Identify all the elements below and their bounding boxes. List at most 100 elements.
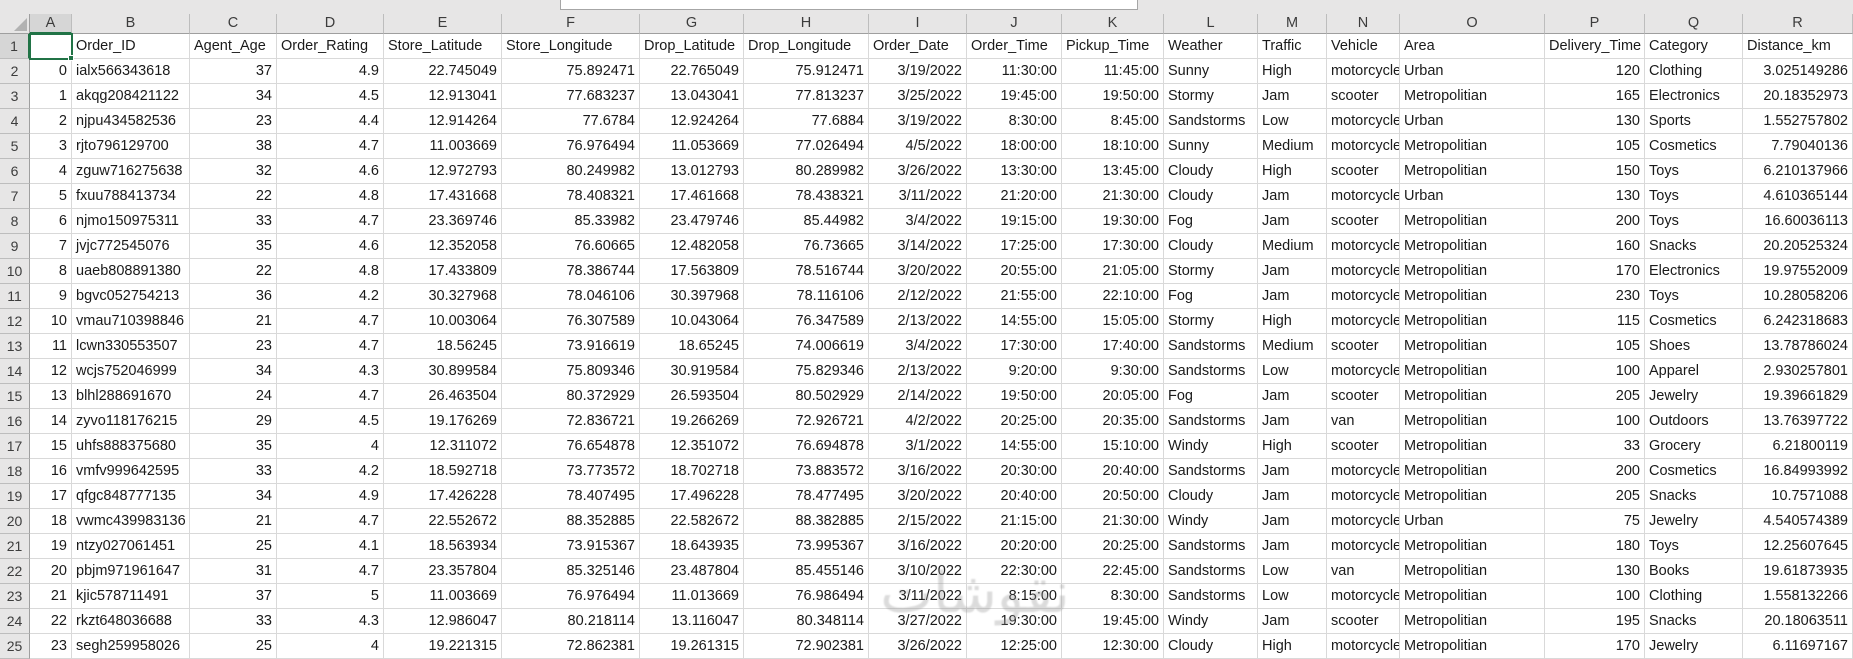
cell[interactable]: 13.043041 — [640, 84, 744, 109]
cell[interactable]: 130 — [1545, 184, 1645, 209]
cell[interactable]: 8:45:00 — [1062, 109, 1164, 134]
cell[interactable]: 105 — [1545, 134, 1645, 159]
cell[interactable]: kjic578711491 — [72, 584, 190, 609]
cell[interactable]: 4.9 — [277, 484, 384, 509]
cell[interactable]: bgvc052754213 — [72, 284, 190, 309]
cell[interactable]: 17.496228 — [640, 484, 744, 509]
cell[interactable]: 73.773572 — [502, 459, 640, 484]
cell[interactable]: 22 — [190, 184, 277, 209]
row-header-8[interactable]: 8 — [0, 209, 30, 234]
cell[interactable]: 3/16/2022 — [869, 534, 967, 559]
cell[interactable]: 4 — [277, 634, 384, 659]
cell[interactable]: 3/20/2022 — [869, 484, 967, 509]
cell[interactable]: 3 — [30, 134, 72, 159]
cell[interactable]: 8:30:00 — [967, 109, 1062, 134]
cell[interactable]: 72.836721 — [502, 409, 640, 434]
cell[interactable]: 3/25/2022 — [869, 84, 967, 109]
cell[interactable]: 100 — [1545, 584, 1645, 609]
cell[interactable]: 80.502929 — [744, 384, 869, 409]
cell[interactable]: Medium — [1258, 134, 1327, 159]
cell[interactable]: 180 — [1545, 534, 1645, 559]
cell[interactable]: Traffic — [1258, 34, 1327, 59]
cell[interactable]: 3/11/2022 — [869, 184, 967, 209]
cell[interactable]: motorcycle — [1327, 584, 1400, 609]
cell[interactable]: 33 — [1545, 434, 1645, 459]
cell[interactable]: scooter — [1327, 209, 1400, 234]
cell[interactable]: 17.426228 — [384, 484, 502, 509]
row-header-15[interactable]: 15 — [0, 384, 30, 409]
cell[interactable]: Snacks — [1645, 609, 1743, 634]
row-header-3[interactable]: 3 — [0, 84, 30, 109]
cell[interactable]: Distance_km — [1743, 34, 1853, 59]
cell[interactable]: 4.4 — [277, 109, 384, 134]
cell[interactable]: scooter — [1327, 334, 1400, 359]
cell[interactable]: Low — [1258, 359, 1327, 384]
cell[interactable]: 21:30:00 — [1062, 509, 1164, 534]
cell[interactable]: 3/1/2022 — [869, 434, 967, 459]
cell[interactable]: 17 — [30, 484, 72, 509]
cell[interactable]: Metropolitian — [1400, 359, 1545, 384]
cell[interactable]: 34 — [190, 84, 277, 109]
cell[interactable]: 22:45:00 — [1062, 559, 1164, 584]
cell[interactable]: 20.18352973 — [1743, 84, 1853, 109]
cell[interactable]: 12.25607645 — [1743, 534, 1853, 559]
cell[interactable]: scooter — [1327, 159, 1400, 184]
cell[interactable]: 85.325146 — [502, 559, 640, 584]
cell[interactable]: 74.006619 — [744, 334, 869, 359]
cell[interactable]: 4 — [277, 434, 384, 459]
cell[interactable]: 34 — [190, 484, 277, 509]
cell[interactable]: 22.765049 — [640, 59, 744, 84]
cell[interactable]: 3/10/2022 — [869, 559, 967, 584]
cell[interactable]: 22 — [190, 259, 277, 284]
cell[interactable]: 20:25:00 — [967, 409, 1062, 434]
cell[interactable]: van — [1327, 409, 1400, 434]
cell[interactable]: 6.21800119 — [1743, 434, 1853, 459]
cell[interactable]: motorcycle — [1327, 109, 1400, 134]
cell[interactable]: 3/14/2022 — [869, 234, 967, 259]
cell[interactable]: 18.563934 — [384, 534, 502, 559]
cell[interactable]: 78.046106 — [502, 284, 640, 309]
cell[interactable]: 21:30:00 — [1062, 184, 1164, 209]
cell[interactable]: 72.902381 — [744, 634, 869, 659]
cell[interactable]: Metropolitian — [1400, 84, 1545, 109]
cell[interactable]: 13:30:00 — [967, 159, 1062, 184]
cell[interactable]: 19:30:00 — [967, 609, 1062, 634]
cell[interactable]: uhfs888375680 — [72, 434, 190, 459]
cell[interactable]: Jewelry — [1645, 384, 1743, 409]
cell[interactable]: lcwn330553507 — [72, 334, 190, 359]
cell[interactable]: Cloudy — [1164, 484, 1258, 509]
cell[interactable]: Order_ID — [72, 34, 190, 59]
column-header-D[interactable]: D — [277, 14, 384, 34]
cell[interactable]: 19:50:00 — [967, 384, 1062, 409]
cell[interactable]: Snacks — [1645, 484, 1743, 509]
cell[interactable]: vwmc439983136 — [72, 509, 190, 534]
cell[interactable]: 17.431668 — [384, 184, 502, 209]
column-header-E[interactable]: E — [384, 14, 502, 34]
cell[interactable]: 20.20525324 — [1743, 234, 1853, 259]
cell[interactable]: 75.829346 — [744, 359, 869, 384]
cell[interactable]: 21:15:00 — [967, 509, 1062, 534]
cell[interactable]: 18:00:00 — [967, 134, 1062, 159]
cell[interactable]: 10.28058206 — [1743, 284, 1853, 309]
cell[interactable]: 85.33982 — [502, 209, 640, 234]
cell[interactable]: 77.6884 — [744, 109, 869, 134]
cell[interactable]: 76.986494 — [744, 584, 869, 609]
cell[interactable]: 12.913041 — [384, 84, 502, 109]
cell[interactable]: Metropolitian — [1400, 209, 1545, 234]
cell[interactable]: Sandstorms — [1164, 584, 1258, 609]
row-header-17[interactable]: 17 — [0, 434, 30, 459]
cell[interactable]: 80.218114 — [502, 609, 640, 634]
cell[interactable]: 35 — [190, 234, 277, 259]
cell[interactable]: 4/5/2022 — [869, 134, 967, 159]
cell[interactable]: High — [1258, 159, 1327, 184]
cell[interactable]: 76.976494 — [502, 584, 640, 609]
cell[interactable]: Jam — [1258, 509, 1327, 534]
cell[interactable]: 14:55:00 — [967, 434, 1062, 459]
cell[interactable]: 200 — [1545, 209, 1645, 234]
cell[interactable]: Cloudy — [1164, 634, 1258, 659]
cell[interactable]: 0 — [30, 59, 72, 84]
cell[interactable]: 26.463504 — [384, 384, 502, 409]
cell[interactable]: High — [1258, 309, 1327, 334]
cell[interactable]: 18 — [30, 509, 72, 534]
cell[interactable]: Stormy — [1164, 84, 1258, 109]
